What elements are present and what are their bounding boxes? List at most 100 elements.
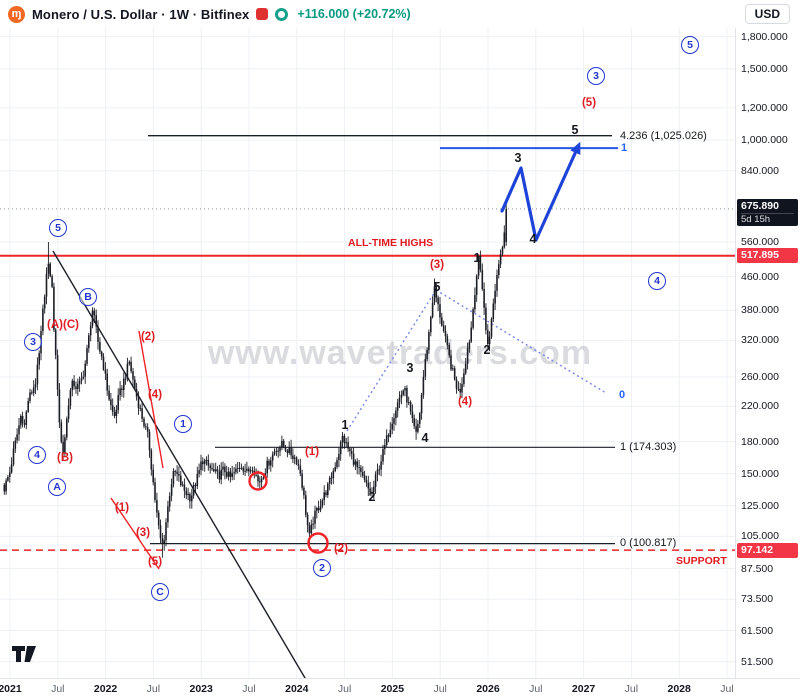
wave-label-circle[interactable]: 3 bbox=[24, 333, 42, 351]
wave-label-black[interactable]: 5 bbox=[571, 123, 579, 137]
wave-label-circle[interactable]: 2 bbox=[313, 559, 331, 577]
red-diagonal-lower[interactable] bbox=[110, 497, 160, 570]
level-label[interactable]: ALL-TIME HIGHS bbox=[348, 237, 434, 249]
wave-label-red[interactable]: (4) bbox=[147, 389, 163, 401]
level-label[interactable]: 0 (100.817) bbox=[620, 537, 677, 549]
time-tick-label: Jul bbox=[242, 683, 256, 695]
projection-arrowhead bbox=[570, 141, 581, 155]
wave-label-red[interactable]: (2) bbox=[333, 543, 349, 555]
price-tick-label: 380.000 bbox=[741, 304, 779, 317]
wave-label-red[interactable]: (3) bbox=[135, 527, 151, 539]
currency-button[interactable]: USD bbox=[744, 4, 790, 24]
wave-label-black[interactable]: 4 bbox=[421, 431, 429, 445]
price-change-text: +116.000 (+20.72%) bbox=[297, 7, 411, 21]
price-tick-label: 560.000 bbox=[741, 236, 779, 248]
time-tick-label: Jul bbox=[720, 683, 734, 695]
ath-price-badge: 517.895 bbox=[737, 248, 798, 263]
price-tick-label: 105.000 bbox=[741, 530, 779, 543]
wave-label-circle[interactable]: 1 bbox=[174, 415, 192, 433]
wave-label-red[interactable]: (1) bbox=[114, 502, 130, 514]
support-price-badge: 97.142 bbox=[737, 543, 798, 558]
price-tick-label: 220.000 bbox=[741, 400, 779, 413]
wave-label-black[interactable]: 2 bbox=[368, 490, 376, 504]
level-label[interactable]: 4.236 (1,025.026) bbox=[620, 130, 707, 142]
chart-header: ɱ Monero / U.S. Dollar · 1W · Bitfinex +… bbox=[0, 0, 800, 28]
wave-label-blue[interactable]: 1 bbox=[620, 142, 628, 154]
wave-label-black[interactable]: 2 bbox=[483, 343, 491, 357]
symbol-title[interactable]: Monero / U.S. Dollar · 1W · Bitfinex bbox=[32, 6, 250, 22]
wave-label-circle[interactable]: B bbox=[79, 288, 97, 306]
time-tick-label: 2022 bbox=[93, 683, 118, 695]
price-tick-label: 73.500 bbox=[741, 593, 774, 606]
tradingview-logo[interactable] bbox=[11, 645, 39, 668]
bear-trendline[interactable] bbox=[52, 250, 318, 700]
wave-label-circle[interactable]: A bbox=[48, 478, 66, 496]
price-tick-label: 460.000 bbox=[741, 270, 779, 283]
wave-label-red[interactable]: (B) bbox=[57, 452, 73, 464]
time-tick-label: Jul bbox=[337, 683, 352, 695]
wave-label-black[interactable]: 4 bbox=[529, 232, 537, 246]
current-price-value: 675.890 bbox=[741, 200, 779, 212]
time-tick-label: 2027 bbox=[571, 683, 596, 695]
wave-label-circle[interactable]: 5 bbox=[49, 219, 67, 237]
wave-label-black[interactable]: 1 bbox=[341, 418, 349, 432]
price-axis[interactable]: 1,800.000 1,500.000 1,200.000 1,000.000 840.… bbox=[736, 0, 800, 678]
projection-arrow[interactable] bbox=[500, 147, 579, 242]
wave-label-red[interactable]: (2) bbox=[140, 331, 156, 343]
time-tick-label: 2021 bbox=[0, 683, 22, 695]
price-tick-label: 1,000.000 bbox=[741, 134, 788, 146]
wave-label-blue[interactable]: 0 bbox=[618, 389, 626, 401]
wave-label-black[interactable]: 3 bbox=[406, 361, 414, 375]
price-tick-label: 87.500 bbox=[741, 562, 774, 575]
wave-label-red[interactable]: (3) bbox=[429, 259, 445, 271]
wave-label-circle[interactable]: 3 bbox=[587, 67, 605, 85]
price-tick-label: 260.000 bbox=[741, 371, 779, 383]
price-tick-label: 1,200.000 bbox=[741, 101, 788, 114]
highlight-circle[interactable] bbox=[307, 532, 329, 554]
blue-dotted-right[interactable] bbox=[435, 289, 607, 394]
red-marker-icon[interactable] bbox=[256, 8, 269, 20]
level-label[interactable]: 1 (174.303) bbox=[620, 441, 677, 453]
wave-label-red[interactable]: (1) bbox=[304, 446, 320, 458]
time-tick-label: 2024 bbox=[285, 683, 309, 695]
bar-countdown: 5d 15h bbox=[741, 213, 794, 225]
price-tick-label: 125.000 bbox=[741, 499, 779, 512]
price-tick-label: 1,500.000 bbox=[741, 62, 788, 75]
wave-label-circle[interactable]: 4 bbox=[648, 272, 666, 290]
wave-label-black[interactable]: 1 bbox=[473, 251, 481, 265]
time-axis[interactable]: 2021 Jul 2022 Jul 2023 Jul 2024 Jul 2025 Jul 2026 J… bbox=[0, 679, 800, 700]
wave-label-red[interactable]: (A)(C) bbox=[47, 319, 79, 331]
price-tick-label: 320.000 bbox=[741, 334, 779, 347]
time-tick-label: 2023 bbox=[189, 683, 213, 695]
wave-label-circle[interactable]: 5 bbox=[681, 36, 699, 54]
time-tick-label: Jul bbox=[529, 683, 543, 695]
wave-label-black[interactable]: 5 bbox=[433, 280, 441, 294]
level-label[interactable]: SUPPORT bbox=[676, 555, 727, 567]
highlight-circle[interactable] bbox=[248, 471, 268, 491]
price-tick-label: 61.500 bbox=[741, 624, 774, 637]
price-tick-label: 51.500 bbox=[741, 655, 774, 668]
time-tick-label: 2026 bbox=[476, 683, 500, 695]
red-diagonal-upper[interactable] bbox=[138, 330, 164, 469]
time-tick-label: 2025 bbox=[380, 683, 405, 695]
wave-label-circle[interactable]: 4 bbox=[28, 446, 46, 464]
price-axis-divider bbox=[735, 28, 736, 678]
bitfinex-logo-icon[interactable] bbox=[275, 7, 289, 21]
wave-label-circle[interactable]: C bbox=[151, 583, 169, 601]
level-lines[interactable] bbox=[0, 135, 735, 551]
wave-label-black[interactable]: 3 bbox=[514, 151, 522, 165]
grid bbox=[0, 28, 735, 678]
price-tick-label: 180.000 bbox=[741, 435, 779, 448]
wave-label-red[interactable]: (4) bbox=[457, 396, 473, 408]
price-tick-label: 840.000 bbox=[741, 164, 779, 177]
time-tick-label: 2028 bbox=[667, 683, 691, 695]
time-axis-divider bbox=[0, 678, 800, 679]
time-tick-label: Jul bbox=[146, 683, 161, 695]
current-price-badge: 675.890 5d 15h bbox=[737, 199, 798, 226]
wave-label-red[interactable]: (5) bbox=[147, 556, 163, 568]
price-tick-label: 1,800.000 bbox=[741, 30, 788, 43]
wave-label-red[interactable]: (5) bbox=[581, 97, 597, 109]
